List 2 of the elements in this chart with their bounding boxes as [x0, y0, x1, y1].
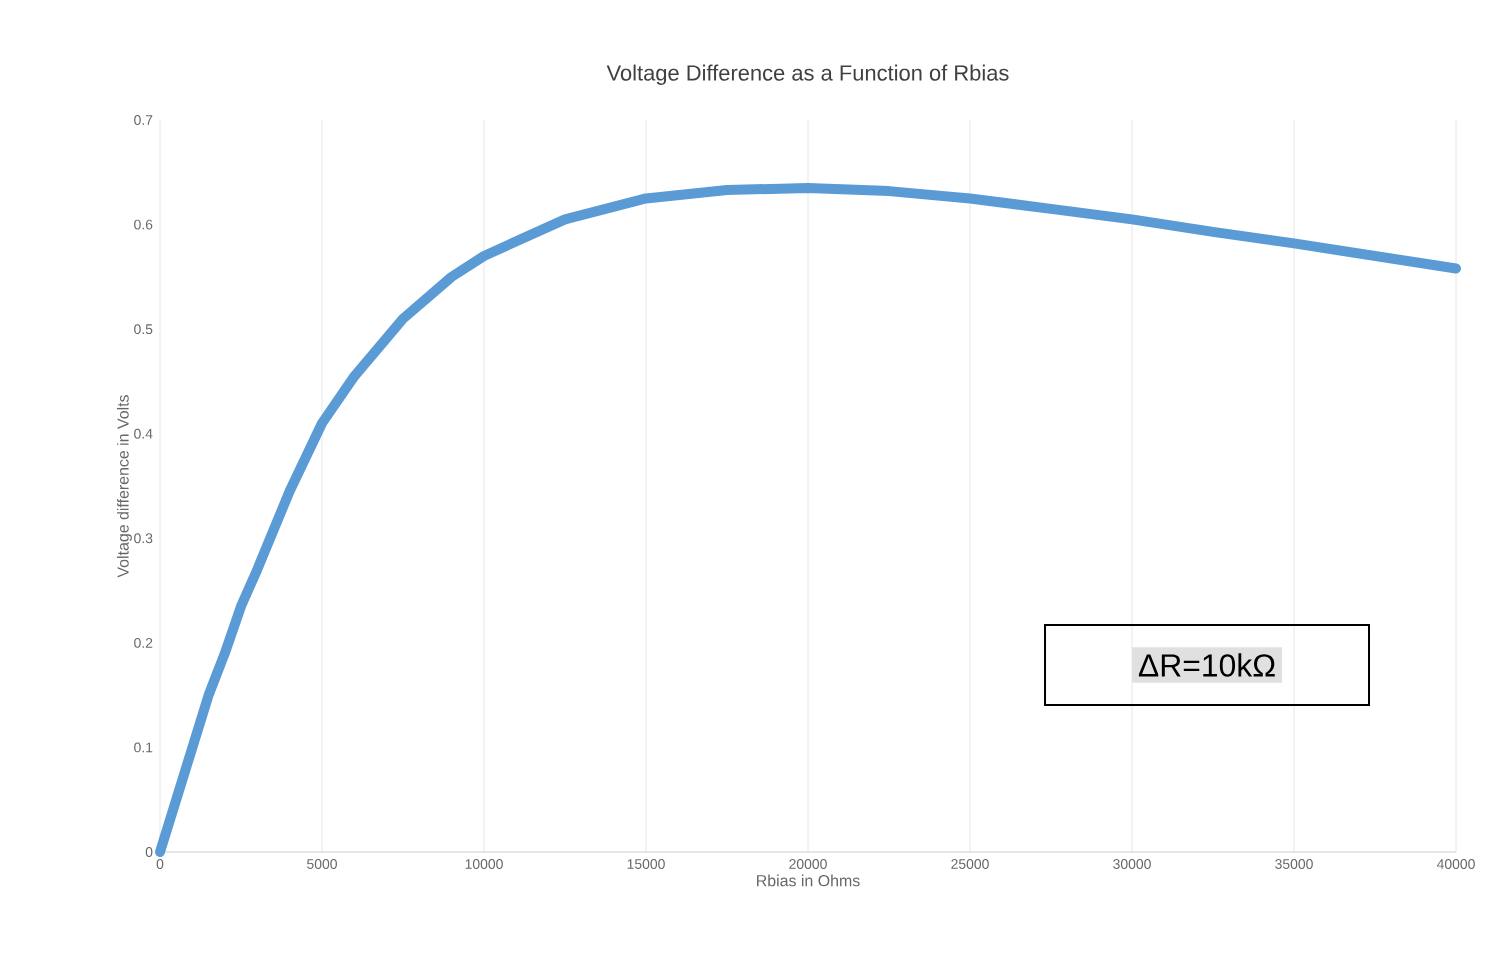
- annotation: ΔR=10kΩ: [1138, 653, 1275, 677]
- chart-title: Voltage Difference as a Function of Rbias: [606, 64, 1009, 85]
